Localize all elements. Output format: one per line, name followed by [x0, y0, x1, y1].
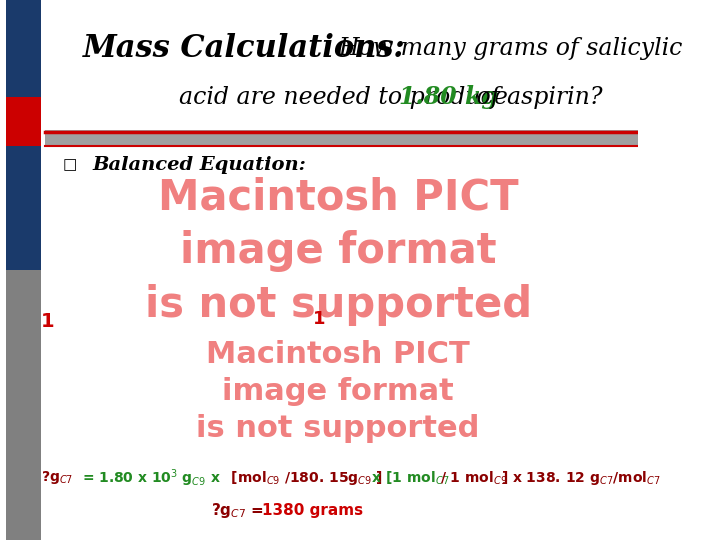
Text: / 1 mol$_{C9}$: / 1 mol$_{C9}$	[440, 469, 508, 487]
Text: 1: 1	[312, 309, 325, 328]
Text: ?g$_{C7}$ =: ?g$_{C7}$ =	[210, 501, 265, 520]
Text: 1: 1	[41, 312, 55, 331]
Bar	[6, 97, 42, 146]
Text: ?g$_{C7}$: ?g$_{C7}$	[42, 469, 73, 487]
Text: x [1 mol$_{C7}$: x [1 mol$_{C7}$	[366, 469, 449, 487]
Bar	[6, 270, 42, 540]
Text: □: □	[63, 157, 77, 172]
Text: ] x 138. 12 g$_{C7}$/mol$_{C7}$: ] x 138. 12 g$_{C7}$/mol$_{C7}$	[500, 469, 660, 487]
Text: Macintosh PICT
image format
is not supported: Macintosh PICT image format is not suppo…	[145, 177, 531, 326]
Text: of aspirin?: of aspirin?	[469, 86, 603, 109]
Text: 1.80 kg: 1.80 kg	[399, 85, 498, 109]
Text: Macintosh PICT
image format
is not supported: Macintosh PICT image format is not suppo…	[197, 340, 480, 443]
Text: = 1.80 x 10$^{3}$ g$_{C9}$ x: = 1.80 x 10$^{3}$ g$_{C9}$ x	[81, 467, 220, 489]
Text: [mol$_{C9}$ /180. 15g$_{C9}$ ]: [mol$_{C9}$ /180. 15g$_{C9}$ ]	[227, 469, 384, 487]
Bar	[6, 0, 42, 97]
Text: How many grams of salicylic: How many grams of salicylic	[338, 37, 683, 60]
Text: acid are needed to produce: acid are needed to produce	[179, 86, 515, 109]
Text: Mass Calculations:: Mass Calculations:	[83, 33, 405, 64]
Bar	[6, 146, 42, 270]
Text: Balanced Equation:: Balanced Equation:	[92, 156, 307, 174]
Text: 1380 grams: 1380 grams	[261, 503, 363, 518]
Bar	[45, 130, 638, 146]
